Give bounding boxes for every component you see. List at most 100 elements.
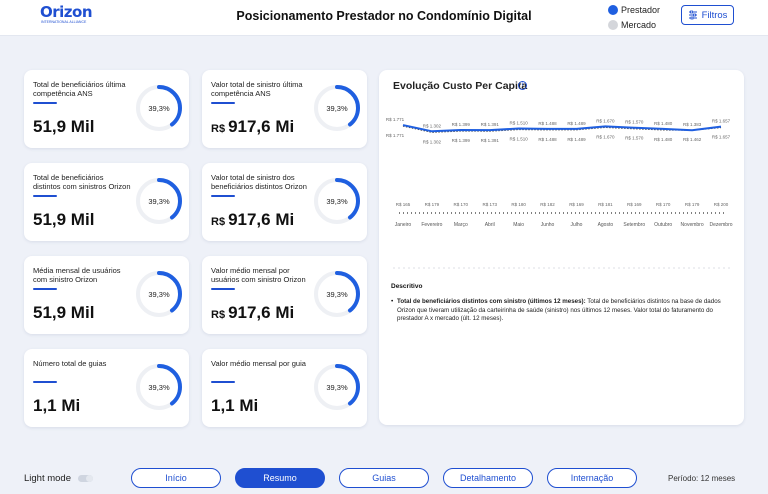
ring-fill bbox=[314, 271, 360, 317]
filters-button[interactable]: Filtros bbox=[681, 5, 734, 25]
header-bar: Orizon INTERNATIONAL ALLIANCE Posicionam… bbox=[0, 0, 768, 36]
kpi-accent-line bbox=[33, 102, 57, 104]
kpi-currency: R$ bbox=[211, 123, 226, 135]
light-mode-label: Light mode bbox=[24, 473, 72, 484]
kpi-value: R$ 917,6 Mi bbox=[211, 117, 294, 137]
kpi-value: 1,1 Mi bbox=[33, 396, 80, 416]
legend-label-mercado: Mercado bbox=[621, 19, 657, 30]
period-label: Período: 12 meses bbox=[668, 474, 736, 483]
bar-value-label: R$ 173 bbox=[482, 202, 497, 207]
kpi-value: 51,9 Mil bbox=[33, 303, 94, 323]
kpi-percent: 39,3% bbox=[326, 196, 348, 206]
kpi-progress-ring bbox=[314, 364, 360, 410]
x-tick-label: Novembro bbox=[681, 222, 704, 228]
chart-title: Evolução Custo Per Capita bbox=[393, 80, 528, 92]
kpi-label: Total de beneficiários última competênci… bbox=[33, 80, 126, 98]
kpi-progress-ring bbox=[136, 271, 182, 317]
nav-internacao-button[interactable]: Internação bbox=[547, 468, 637, 488]
data-label-mercado: R$ 1.302 bbox=[423, 139, 442, 144]
kpi-card: Média mensal de usuários com sinistro Or… bbox=[24, 256, 189, 334]
data-label-mercado: R$ 1.657 bbox=[712, 135, 731, 140]
x-tick-label: Junho bbox=[541, 222, 555, 228]
data-label-prestador: R$ 1.391 bbox=[481, 122, 500, 127]
info-icon[interactable]: i bbox=[518, 81, 527, 90]
page-title: Posicionamento Prestador no Condomínio D… bbox=[236, 9, 532, 23]
series-line-prestador bbox=[402, 124, 722, 133]
kpi-percent: 39,3% bbox=[148, 289, 170, 299]
x-tick-label: Outubro bbox=[654, 222, 672, 228]
legend-item-prestador: Prestador bbox=[608, 2, 660, 17]
kpi-progress-ring bbox=[136, 178, 182, 224]
filters-label: Filtros bbox=[701, 9, 728, 21]
data-label-mercado: R$ 1.488 bbox=[538, 137, 557, 142]
nav-detalhamento-button[interactable]: Detalhamento bbox=[443, 468, 533, 488]
data-label-prestador: R$ 1.657 bbox=[712, 119, 731, 124]
nav-resumo-button[interactable]: Resumo bbox=[235, 468, 325, 488]
kpi-label: Total de beneficiários distintos com sin… bbox=[33, 173, 131, 191]
kpi-label: Valor total de sinistro última competênc… bbox=[211, 80, 303, 98]
bar-value-label: R$ 169 bbox=[569, 202, 584, 207]
x-tick-label: Fevereiro bbox=[421, 222, 442, 228]
kpi-percent: 39,3% bbox=[148, 196, 170, 206]
kpi-number: 917,6 Mi bbox=[228, 210, 295, 229]
x-tick-label: Dezembro bbox=[709, 222, 732, 228]
x-tick-label: Março bbox=[454, 222, 468, 228]
light-mode-toggle[interactable] bbox=[78, 475, 93, 482]
kpi-progress-ring bbox=[136, 364, 182, 410]
kpi-currency: R$ bbox=[211, 216, 226, 228]
data-label-mercado: R$ 1.462 bbox=[683, 137, 702, 142]
bar-value-label: R$ 179 bbox=[685, 202, 700, 207]
kpi-accent-line bbox=[33, 195, 57, 197]
description-title: Descritivo bbox=[391, 283, 423, 290]
data-label-prestador: R$ 1.399 bbox=[452, 122, 471, 127]
description-bold: Total de beneficiários distintos com sin… bbox=[397, 298, 586, 305]
kpi-accent-line bbox=[211, 381, 235, 383]
legend-dot-prestador bbox=[608, 4, 618, 15]
nav-guias-button[interactable]: Guias bbox=[339, 468, 429, 488]
chart-legend: Prestador Mercado bbox=[608, 2, 660, 32]
ring-fill bbox=[314, 178, 360, 224]
series-line-mercado bbox=[402, 125, 722, 133]
data-label-mercado: R$ 1.399 bbox=[452, 138, 471, 143]
bar-value-label: R$ 181 bbox=[598, 202, 613, 207]
kpi-value: 51,9 Mil bbox=[33, 210, 94, 230]
data-label-prestador: R$ 1.488 bbox=[538, 121, 557, 126]
data-label-mercado: R$ 1.391 bbox=[481, 138, 500, 143]
nav-inicio-button[interactable]: Início bbox=[131, 468, 221, 488]
kpi-label: Média mensal de usuários com sinistro Or… bbox=[33, 266, 121, 284]
ring-fill bbox=[136, 178, 182, 224]
kpi-accent-line bbox=[211, 288, 235, 290]
kpi-accent-line bbox=[211, 102, 235, 104]
kpi-number: 917,6 Mi bbox=[228, 117, 295, 136]
bar-value-label: R$ 180 bbox=[511, 202, 526, 207]
kpi-card: Valor médio mensal por usuários com sini… bbox=[202, 256, 367, 334]
kpi-card: Valor total de sinistro dos beneficiário… bbox=[202, 163, 367, 241]
ring-fill bbox=[314, 85, 360, 131]
ring-fill bbox=[136, 85, 182, 131]
kpi-number: 51,9 Mil bbox=[33, 210, 95, 229]
orizon-logo[interactable]: Orizon INTERNATIONAL ALLIANCE bbox=[40, 4, 93, 30]
bar-value-label: R$ 170 bbox=[656, 202, 671, 207]
data-label-prestador: R$ 1.670 bbox=[596, 118, 615, 123]
kpi-label: Valor médio mensal por guia bbox=[211, 359, 306, 368]
kpi-label: Valor total de sinistro dos beneficiário… bbox=[211, 173, 307, 191]
kpi-card: Valor médio mensal por guia 1,1 Mi 39,3% bbox=[202, 349, 367, 427]
cost-per-capita-chart: R$ 1.771 R$ 1.302 R$ 1.399 R$ 1.391 R$ 1.510… bbox=[386, 117, 733, 269]
data-label-prestador: R$ 1.302 bbox=[423, 123, 442, 128]
kpi-percent: 39,3% bbox=[148, 103, 170, 113]
kpi-progress-ring bbox=[136, 85, 182, 131]
bar-value-label: R$ 170 bbox=[454, 202, 469, 207]
kpi-label: Número total de guias bbox=[33, 359, 107, 368]
bottom-bar: Light mode Início Resumo Guias Detalhame… bbox=[0, 460, 768, 494]
data-label-prestador: R$ 1.570 bbox=[625, 120, 644, 125]
data-label-mercado: R$ 1.480 bbox=[654, 137, 673, 142]
kpi-number: 51,9 Mil bbox=[33, 117, 95, 136]
logo-subtext: INTERNATIONAL ALLIANCE bbox=[41, 20, 87, 24]
kpi-number: 1,1 Mi bbox=[211, 396, 259, 415]
x-tick-label: Janeiro bbox=[395, 222, 412, 228]
bar-value-label: R$ 165 bbox=[396, 202, 411, 207]
legend-item-mercado: Mercado bbox=[608, 17, 660, 32]
bar-value-label: R$ 169 bbox=[627, 202, 642, 207]
kpi-number: 1,1 Mi bbox=[33, 396, 81, 415]
x-tick-label: Setembro bbox=[623, 222, 645, 228]
